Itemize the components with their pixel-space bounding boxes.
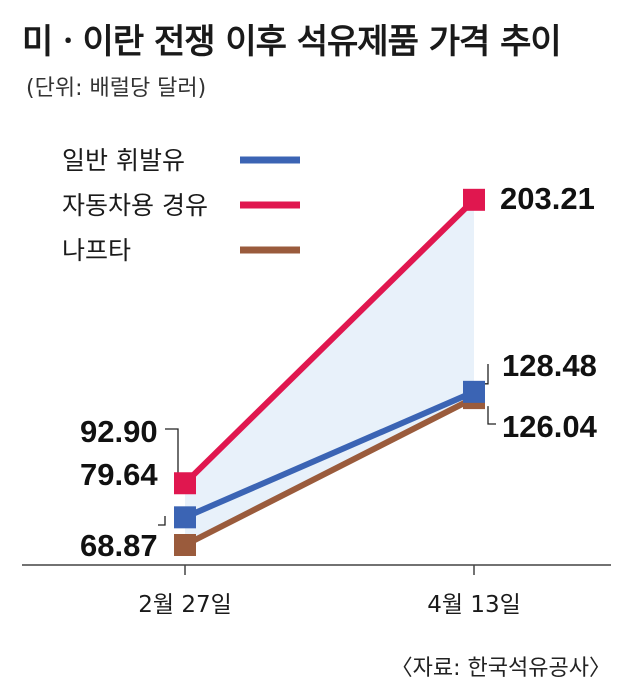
data-label: 203.21 bbox=[500, 181, 595, 216]
chart-unit: (단위: 배럴당 달러) bbox=[26, 76, 207, 101]
legend-label: 자동차용 경유 bbox=[62, 191, 208, 220]
legend-label: 나프타 bbox=[62, 236, 131, 265]
series-line bbox=[182, 197, 477, 486]
leader-line bbox=[487, 406, 496, 425]
data-point-marker bbox=[174, 472, 196, 495]
series-line bbox=[183, 389, 476, 521]
data-point-marker bbox=[174, 534, 196, 556]
chart-title: 미ㆍ이란 전쟁 이후 석유제품 가격 추이 bbox=[22, 22, 562, 62]
data-point-marker bbox=[174, 506, 196, 529]
data-label: 79.64 bbox=[80, 457, 158, 492]
data-label: 128.48 bbox=[502, 348, 597, 383]
data-point-marker bbox=[463, 188, 485, 211]
data-label: 126.04 bbox=[502, 409, 598, 444]
x-tick-label: 2월 27일 bbox=[138, 592, 232, 618]
data-label: 92.90 bbox=[80, 414, 158, 449]
chart-source: 〈자료: 한국석유공사〉 bbox=[390, 656, 611, 681]
data-label: 68.87 bbox=[80, 528, 158, 563]
series-line bbox=[183, 395, 476, 548]
x-tick-label: 4월 13일 bbox=[427, 592, 521, 618]
leader-line bbox=[165, 428, 179, 484]
data-point-marker bbox=[463, 380, 485, 403]
leader-line bbox=[158, 516, 166, 526]
area-shade bbox=[185, 199, 474, 546]
legend-label: 일반 휘발유 bbox=[62, 146, 185, 175]
